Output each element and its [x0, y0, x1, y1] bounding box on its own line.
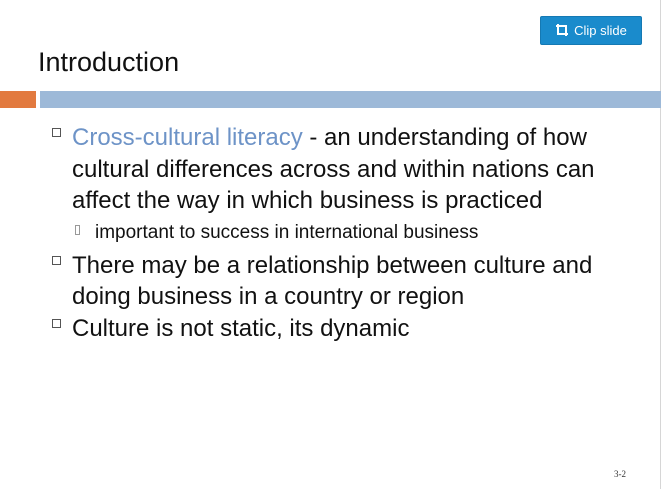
bullet-list: Cross-cultural literacy - an understandi… — [48, 122, 638, 344]
cross-cultural-literacy-link[interactable]: Cross-cultural literacy — [72, 124, 303, 151]
sub-bullet-icon — [75, 224, 80, 235]
clip-icon — [555, 23, 569, 38]
clip-slide-label: Clip slide — [574, 23, 627, 38]
sub-bullet-item: important to success in international bu… — [48, 220, 638, 246]
bullet-item: Culture is not static, its dynamic — [48, 313, 638, 345]
slide-title: Introduction — [38, 47, 180, 77]
accent-bar-blue — [40, 91, 661, 108]
bullet-text: Culture is not static, its dynamic — [72, 314, 410, 342]
bullet-item: Cross-cultural literacy - an understandi… — [48, 122, 638, 217]
square-bullet-icon — [52, 128, 61, 137]
sub-bullet-text: important to success in international bu… — [95, 221, 479, 243]
bullet-item: There may be a relationship between cult… — [48, 250, 638, 313]
square-bullet-icon — [52, 318, 61, 328]
bullet-text: There may be a relationship between cult… — [72, 251, 593, 311]
page-number: 3-2 — [614, 469, 626, 479]
accent-bar-orange — [0, 91, 36, 108]
bullet-text: - an understanding of how cultural diffe… — [72, 124, 595, 214]
clip-slide-button[interactable]: Clip slide — [540, 16, 642, 45]
square-bullet-icon — [52, 255, 61, 265]
